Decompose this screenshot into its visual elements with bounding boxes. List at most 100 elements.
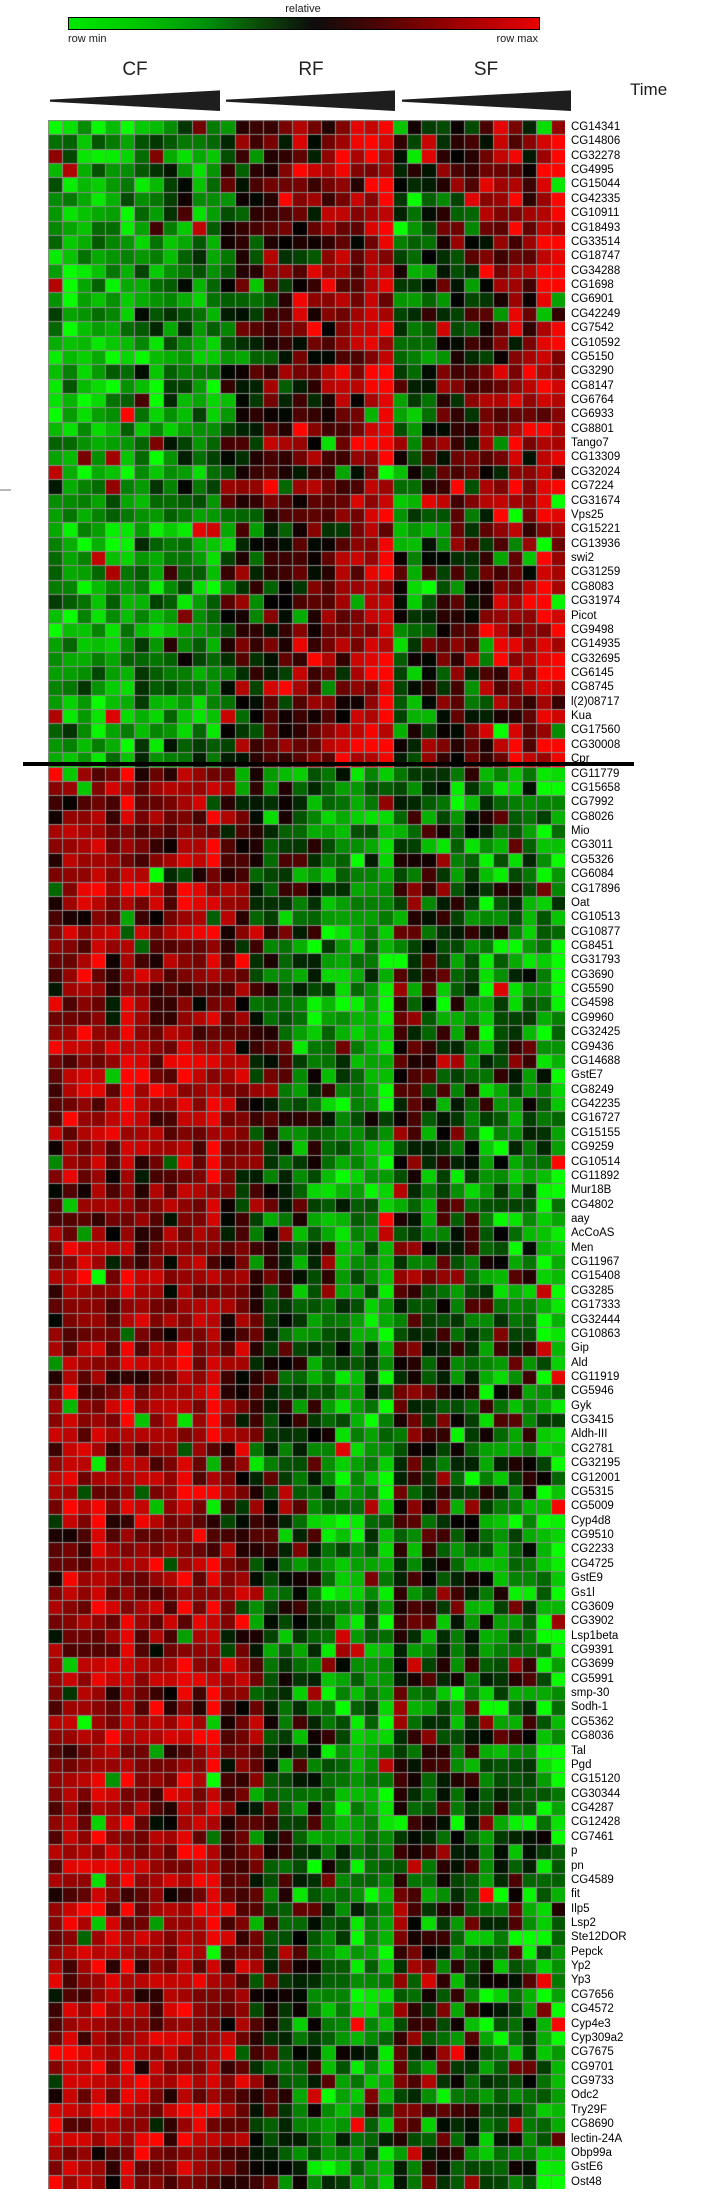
- row-label: CG9701: [571, 2060, 614, 2073]
- row-label: Gyk: [571, 1399, 592, 1412]
- row-label: CG8249: [571, 1083, 614, 1096]
- row-label: CG3690: [571, 968, 614, 981]
- row-label: Obp99a: [571, 2146, 612, 2159]
- row-label: AcCoAS: [571, 1227, 615, 1240]
- row-label: CG9510: [571, 1529, 614, 1542]
- condition-label-rf: RF: [298, 59, 324, 80]
- row-label: Try29F: [571, 2103, 607, 2116]
- color-scale-max-label: row max: [496, 33, 538, 45]
- row-label: Pepck: [571, 1945, 603, 1958]
- row-label: CG9733: [571, 2075, 614, 2088]
- row-label: CG6084: [571, 868, 614, 881]
- row-label: Sodh-1: [571, 1701, 609, 1714]
- row-label: CG18747: [571, 250, 621, 263]
- color-scale-min-label: row min: [68, 33, 107, 45]
- row-label: Gip: [571, 1342, 589, 1355]
- row-label: swi2: [571, 552, 595, 565]
- row-label: CG8745: [571, 681, 614, 694]
- row-label: CG6145: [571, 666, 614, 679]
- row-label: CG7542: [571, 322, 614, 335]
- row-label: Cyp4d8: [571, 1514, 611, 1527]
- row-label: CG17560: [571, 724, 621, 737]
- row-label: Mio: [571, 825, 590, 838]
- row-label: CG32024: [571, 465, 621, 478]
- row-label: Cyp309a2: [571, 2031, 624, 2044]
- cluster-tick-mark: [0, 489, 11, 491]
- row-label: CG6933: [571, 408, 614, 421]
- row-label: CG32278: [571, 149, 621, 162]
- row-label: Lsp1beta: [571, 1629, 619, 1642]
- row-label: CG32444: [571, 1313, 621, 1326]
- row-label: CG16727: [571, 1112, 621, 1125]
- row-label: CG4572: [571, 2003, 614, 2016]
- row-label: smp-30: [571, 1687, 610, 1700]
- row-label: CG5150: [571, 350, 614, 363]
- row-label: CG7461: [571, 1830, 614, 1843]
- row-label: Odc2: [571, 2089, 599, 2102]
- row-label: CG31674: [571, 494, 621, 507]
- row-label: CG32695: [571, 652, 621, 665]
- row-label: CG12428: [571, 1816, 621, 1829]
- cluster-separator-line: [23, 762, 634, 766]
- row-label: CG17896: [571, 882, 621, 895]
- row-label: CG31974: [571, 595, 621, 608]
- row-label: CG15408: [571, 1270, 621, 1283]
- row-label: CG8690: [571, 2118, 614, 2131]
- row-label: CG9436: [571, 1040, 614, 1053]
- row-label: CG13936: [571, 537, 621, 550]
- row-label: CG30344: [571, 1787, 621, 1800]
- row-label: aay: [571, 1212, 590, 1225]
- time-axis-label: Time: [630, 80, 668, 99]
- row-label: CG5009: [571, 1500, 614, 1513]
- row-label: CG4598: [571, 997, 614, 1010]
- row-label: CG14935: [571, 638, 621, 651]
- row-label: CG7656: [571, 1988, 614, 2001]
- row-label: CG4589: [571, 1873, 614, 1886]
- row-label: CG30008: [571, 738, 621, 751]
- row-label: CG15658: [571, 781, 621, 794]
- row-label: CG11919: [571, 1371, 620, 1384]
- row-label: CG7675: [571, 2046, 614, 2059]
- row-label: CG17333: [571, 1299, 621, 1312]
- row-label: CG8451: [571, 939, 614, 952]
- row-label: Tango7: [571, 437, 609, 450]
- time-wedge-sf: [402, 90, 571, 111]
- row-label: CG14341: [571, 121, 621, 133]
- row-label: CG9498: [571, 623, 614, 636]
- row-label: CG15120: [571, 1773, 621, 1786]
- row-label: CG11892: [571, 1169, 620, 1182]
- row-label: GstE9: [571, 1572, 603, 1585]
- row-label: CG11779: [571, 767, 620, 780]
- row-label: Ost48: [571, 2175, 602, 2188]
- row-label: CG13309: [571, 451, 621, 464]
- row-label: Men: [571, 1241, 594, 1254]
- row-label: CG3285: [571, 1284, 614, 1297]
- row-label: CG5991: [571, 1672, 614, 1685]
- row-label: CG2233: [571, 1543, 614, 1556]
- row-label: CG31793: [571, 954, 621, 967]
- time-wedge-cf: [50, 90, 220, 111]
- color-scale-bar: [68, 17, 540, 30]
- row-label: CG15155: [571, 1126, 621, 1139]
- row-label: CG8083: [571, 580, 614, 593]
- row-label: CG2781: [571, 1442, 614, 1455]
- row-label: CG3415: [571, 1414, 614, 1427]
- row-label: CG1698: [571, 279, 614, 292]
- row-label: CG9259: [571, 1141, 614, 1154]
- row-label: CG3290: [571, 365, 614, 378]
- row-label: CG31259: [571, 566, 621, 579]
- row-label: CG33514: [571, 235, 621, 248]
- row-label: Tal: [571, 1744, 586, 1757]
- row-label: CG7992: [571, 796, 614, 809]
- row-label: CG10513: [571, 911, 621, 924]
- row-label: CG4287: [571, 1802, 614, 1815]
- row-label: Kua: [571, 710, 592, 723]
- row-label: CG9391: [571, 1644, 614, 1656]
- row-label: Ste12DOR: [571, 1931, 627, 1944]
- row-label: CG7224: [571, 480, 614, 493]
- row-label: CG5362: [571, 1715, 614, 1728]
- row-label: Yp3: [571, 1974, 591, 1987]
- color-scale-title: relative: [285, 3, 321, 15]
- row-label: CG5326: [571, 853, 614, 866]
- row-label: CG15221: [571, 523, 621, 536]
